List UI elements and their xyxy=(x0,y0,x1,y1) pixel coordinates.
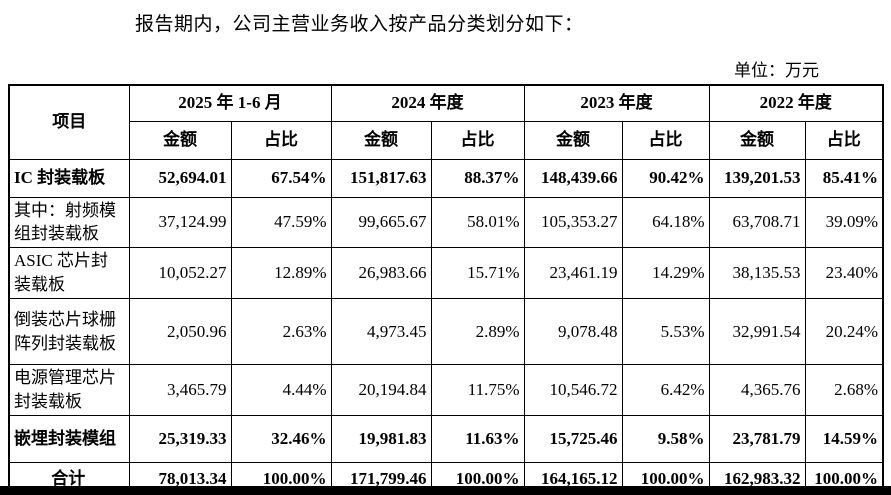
subheader-amount: 金额 xyxy=(708,120,806,160)
subheader-amount: 金额 xyxy=(330,120,432,160)
amount-cell: 32,991.54 xyxy=(708,298,806,366)
amount-cell: 151,817.63 xyxy=(330,158,432,198)
amount-cell: 23,461.19 xyxy=(523,247,623,300)
amount-cell: 63,708.71 xyxy=(708,196,806,249)
subheader-ratio: 占比 xyxy=(430,120,525,160)
table-row-power-mgmt: 电源管理芯片封装载板 3,465.79 4.44% 20,194.84 11.7… xyxy=(8,364,884,416)
amount-cell: 148,439.66 xyxy=(523,158,623,198)
ratio-cell: 23.40% xyxy=(804,247,884,300)
table-row-asic: ASIC 芯片封装载板 10,052.27 12.89% 26,983.66 1… xyxy=(8,247,884,300)
ratio-cell: 15.71% xyxy=(430,247,525,300)
ratio-cell: 67.54% xyxy=(230,158,332,198)
subheader-ratio: 占比 xyxy=(230,120,332,160)
amount-cell: 4,973.45 xyxy=(330,298,432,366)
header-period-2023: 2023 年度 xyxy=(523,84,710,122)
amount-cell: 10,546.72 xyxy=(523,364,623,416)
ratio-cell: 20.24% xyxy=(804,298,884,366)
ratio-cell: 2.68% xyxy=(804,364,884,416)
amount-cell: 19,981.83 xyxy=(330,414,432,463)
amount-cell: 52,694.01 xyxy=(128,158,232,198)
amount-cell: 139,201.53 xyxy=(708,158,806,198)
amount-cell: 15,725.46 xyxy=(523,414,623,463)
table-row-rf-module: 其中：射频模组封装载板 37,124.99 47.59% 99,665.67 5… xyxy=(8,196,884,249)
ratio-cell: 4.44% xyxy=(230,364,332,416)
ratio-cell: 9.58% xyxy=(621,414,710,463)
ratio-cell: 58.01% xyxy=(430,196,525,249)
amount-cell: 99,665.67 xyxy=(330,196,432,249)
ratio-cell: 64.18% xyxy=(621,196,710,249)
row-label: 嵌埋封装模组 xyxy=(8,414,130,463)
revenue-by-product-table: 项目 2025 年 1-6 月 2024 年度 2023 年度 2022 年度 … xyxy=(8,84,885,495)
row-label: 电源管理芯片封装载板 xyxy=(8,364,130,416)
table-row-embedded-module: 嵌埋封装模组 25,319.33 32.46% 19,981.83 11.63%… xyxy=(8,414,884,463)
subheader-amount: 金额 xyxy=(128,120,232,160)
amount-cell: 9,078.48 xyxy=(523,298,623,366)
ratio-cell: 14.59% xyxy=(804,414,884,463)
ratio-cell: 39.09% xyxy=(804,196,884,249)
ratio-cell: 90.42% xyxy=(621,158,710,198)
ratio-cell: 2.63% xyxy=(230,298,332,366)
amount-cell: 105,353.27 xyxy=(523,196,623,249)
ratio-cell: 14.29% xyxy=(621,247,710,300)
row-label: 其中：射频模组封装载板 xyxy=(8,196,130,249)
intro-text: 报告期内，公司主营业务收入按产品分类划分如下： xyxy=(135,14,584,35)
amount-cell: 37,124.99 xyxy=(128,196,232,249)
ratio-cell: 12.89% xyxy=(230,247,332,300)
header-item: 项目 xyxy=(8,84,130,160)
amount-cell: 20,194.84 xyxy=(330,364,432,416)
ratio-cell: 11.75% xyxy=(430,364,525,416)
ratio-cell: 11.63% xyxy=(430,414,525,463)
subheader-ratio: 占比 xyxy=(804,120,884,160)
header-period-2022: 2022 年度 xyxy=(708,84,884,122)
subheader-ratio: 占比 xyxy=(621,120,710,160)
amount-cell: 3,465.79 xyxy=(128,364,232,416)
ratio-cell: 6.42% xyxy=(621,364,710,416)
amount-cell: 26,983.66 xyxy=(330,247,432,300)
table-row-ic-substrate: IC 封装载板 52,694.01 67.54% 151,817.63 88.3… xyxy=(8,158,884,198)
ratio-cell: 32.46% xyxy=(230,414,332,463)
header-period-2024: 2024 年度 xyxy=(330,84,525,122)
ratio-cell: 47.59% xyxy=(230,196,332,249)
row-label: 倒装芯片球栅阵列封装载板 xyxy=(8,298,130,366)
amount-cell: 23,781.79 xyxy=(708,414,806,463)
table-row-total: 合计 78,013.34 100.00% 171,799.46 100.00% … xyxy=(8,461,884,495)
ratio-cell: 5.53% xyxy=(621,298,710,366)
unit-label: 单位：万元 xyxy=(734,61,819,80)
amount-cell: 38,135.53 xyxy=(708,247,806,300)
amount-cell: 25,319.33 xyxy=(128,414,232,463)
amount-cell: 10,052.27 xyxy=(128,247,232,300)
row-label: ASIC 芯片封装载板 xyxy=(8,247,130,300)
header-period-2025: 2025 年 1-6 月 xyxy=(128,84,332,122)
ratio-cell: 2.89% xyxy=(430,298,525,366)
ratio-cell: 85.41% xyxy=(804,158,884,198)
table-row-flip-chip-bga: 倒装芯片球栅阵列封装载板 2,050.96 2.63% 4,973.45 2.8… xyxy=(8,298,884,366)
page-bottom-rule xyxy=(0,486,891,495)
subheader-amount: 金额 xyxy=(523,120,623,160)
amount-cell: 2,050.96 xyxy=(128,298,232,366)
ratio-cell: 88.37% xyxy=(430,158,525,198)
row-label: IC 封装载板 xyxy=(8,158,130,198)
amount-cell: 4,365.76 xyxy=(708,364,806,416)
